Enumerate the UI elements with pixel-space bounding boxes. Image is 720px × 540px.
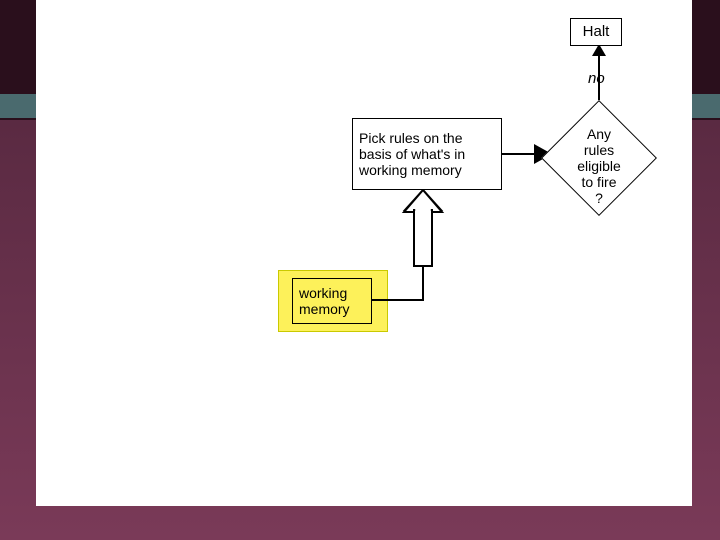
any-rules-label-box: Any rules eligible to fire ?	[560, 110, 638, 207]
pick-rules-node: Pick rules on the basis of what's in wor…	[352, 118, 502, 190]
halt-label: Halt	[583, 23, 610, 40]
halt-node: Halt	[570, 18, 622, 46]
working-memory-label: working memory	[299, 285, 365, 317]
working-memory-node: working memory	[292, 278, 372, 324]
edge-label-no: no	[588, 70, 605, 87]
pick-rules-label: Pick rules on the basis of what's in wor…	[359, 130, 495, 178]
